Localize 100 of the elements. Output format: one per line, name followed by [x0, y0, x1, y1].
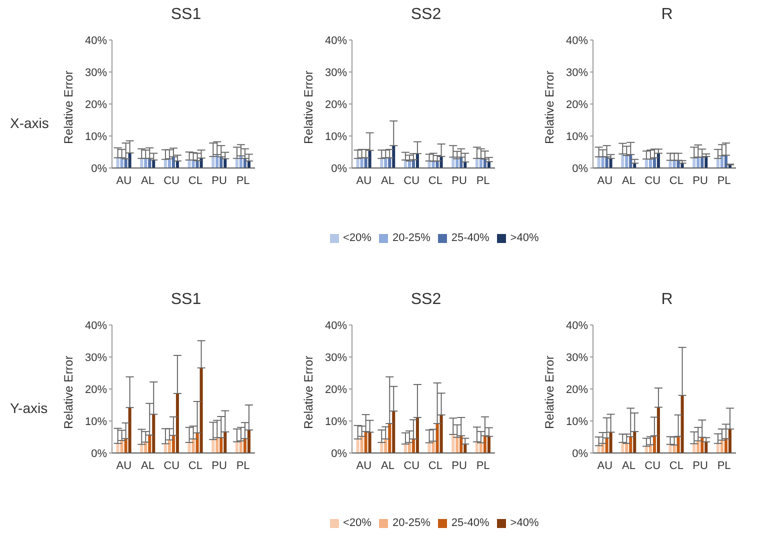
x-tick-label: CL	[188, 460, 202, 472]
y-tick-label: 20%	[84, 384, 108, 396]
bar	[720, 440, 724, 453]
bar	[487, 436, 490, 453]
x-tick-label: CU	[164, 174, 180, 187]
y-tick-label: 20%	[566, 384, 588, 396]
y-tick-label: 40%	[324, 320, 348, 332]
bar	[392, 411, 396, 453]
y-axis-title: Relative Error	[61, 70, 76, 144]
bar	[200, 368, 203, 453]
bar	[368, 150, 372, 168]
bar	[152, 414, 156, 453]
x-tick-label: AL	[622, 174, 636, 187]
chart-title: R	[660, 291, 674, 309]
bar	[680, 395, 684, 453]
x-tick-label: AU	[597, 460, 613, 472]
bar	[692, 444, 696, 453]
legend-label: <20%	[343, 232, 372, 244]
y-tick-label: 20%	[566, 98, 588, 111]
x-tick-label: AU	[356, 460, 372, 472]
x-tick-label: PL	[476, 174, 490, 187]
x-tick-label: AU	[116, 174, 132, 187]
bar	[380, 442, 384, 453]
bar	[483, 436, 486, 453]
bar	[416, 417, 419, 453]
bar	[224, 158, 227, 168]
bar	[212, 440, 215, 453]
y-tick-label: 0%	[331, 162, 348, 175]
y-tick-label: 10%	[324, 130, 348, 143]
bar	[176, 393, 179, 453]
y-tick-label: 10%	[84, 130, 108, 143]
y-tick-label: 0%	[572, 448, 588, 460]
x-tick-label: AU	[116, 460, 132, 472]
x-tick-label: AU	[356, 174, 372, 187]
bar	[216, 438, 219, 453]
y-axis-title: Relative Error	[542, 356, 556, 429]
legend-label: <20%	[343, 517, 372, 529]
legend-label: 25-40%	[451, 517, 490, 529]
x-tick-label: AU	[597, 174, 613, 187]
x-tick-label: CU	[404, 174, 420, 187]
legend-label: 25-40%	[451, 232, 490, 244]
x-tick-label: PL	[236, 174, 250, 187]
x-tick-label: CU	[644, 174, 661, 187]
bar	[220, 438, 223, 453]
y-tick-label: 0%	[91, 162, 108, 175]
bar	[601, 156, 604, 168]
bar	[128, 408, 132, 453]
y-tick-label: 30%	[324, 352, 348, 364]
legend-label: 20-25%	[392, 517, 430, 529]
y-tick-label: 20%	[324, 98, 348, 111]
y-axis-title: Relative Error	[61, 356, 76, 429]
bar	[436, 424, 439, 453]
x-tick-label: AL	[381, 460, 394, 472]
x-tick-label: CU	[644, 460, 661, 472]
bar	[148, 435, 152, 453]
bar	[124, 158, 128, 168]
x-tick-label: PL	[476, 460, 490, 472]
y-tick-label: 10%	[84, 416, 108, 428]
bar	[625, 156, 628, 168]
y-tick-label: 20%	[324, 384, 348, 396]
chart-title: SS1	[170, 6, 202, 24]
x-tick-label: CL	[428, 174, 442, 187]
bar	[172, 435, 175, 453]
y-tick-label: 10%	[566, 416, 588, 428]
bar	[124, 438, 128, 453]
bar	[724, 438, 728, 453]
bar	[188, 442, 191, 453]
legend-label: >40%	[510, 232, 539, 244]
bar	[128, 152, 132, 168]
chart-title: R	[660, 6, 674, 24]
bar	[629, 436, 632, 453]
y-axis-title: Relative Error	[301, 356, 316, 429]
x-tick-label: AL	[141, 460, 154, 472]
x-tick-label: PL	[717, 174, 731, 187]
bar	[704, 442, 708, 453]
x-tick-label: AL	[381, 174, 394, 187]
y-tick-label: 30%	[566, 352, 588, 364]
bar	[356, 438, 360, 453]
y-tick-label: 0%	[91, 448, 108, 460]
x-tick-label: AL	[141, 174, 154, 187]
y-tick-label: 40%	[566, 34, 588, 47]
bar	[656, 407, 660, 453]
y-tick-label: 30%	[566, 66, 588, 79]
x-tick-label: CL	[428, 460, 442, 472]
y-axis-title: Relative Error	[301, 70, 316, 144]
bar	[456, 158, 459, 168]
y-tick-label: 0%	[331, 448, 348, 460]
bar	[605, 438, 608, 453]
bar	[364, 432, 368, 453]
x-tick-label: CU	[164, 460, 180, 472]
x-tick-label: PU	[692, 174, 708, 187]
bar	[452, 434, 455, 453]
y-tick-label: 30%	[324, 66, 348, 79]
bar	[416, 154, 419, 168]
x-tick-label: CU	[404, 460, 420, 472]
bar	[224, 432, 227, 453]
bar	[700, 157, 704, 168]
x-tick-label: PU	[452, 460, 467, 472]
y-tick-label: 20%	[84, 98, 108, 111]
bar	[392, 146, 396, 168]
